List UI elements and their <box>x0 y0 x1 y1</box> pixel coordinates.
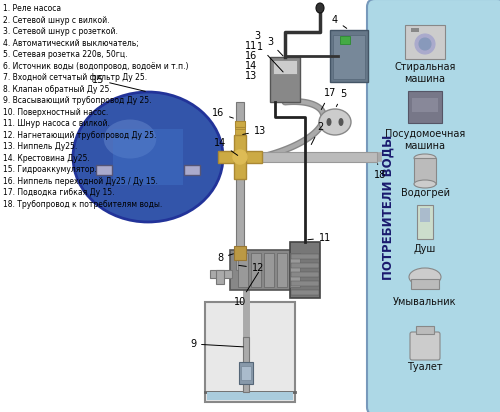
Bar <box>218 151 262 163</box>
Bar <box>414 158 436 184</box>
Bar <box>210 270 232 278</box>
Text: 4: 4 <box>332 15 346 28</box>
Text: 1: 1 <box>257 42 283 72</box>
Text: 11. Шнур насоса с вилкой.: 11. Шнур насоса с вилкой. <box>3 119 110 128</box>
Text: 16: 16 <box>212 108 234 118</box>
Bar <box>223 152 240 162</box>
Text: 4. Автоматический выключатель;: 4. Автоматический выключатель; <box>3 38 139 47</box>
Text: 14: 14 <box>214 138 238 155</box>
Bar <box>236 157 244 270</box>
Bar <box>234 135 246 179</box>
Text: Стиральная
машина: Стиральная машина <box>394 62 456 84</box>
Bar <box>330 30 368 82</box>
Bar <box>291 281 319 286</box>
Bar <box>291 254 319 259</box>
Text: 11: 11 <box>308 233 331 243</box>
Text: 3: 3 <box>254 31 260 41</box>
FancyBboxPatch shape <box>367 0 500 412</box>
Text: 2: 2 <box>311 122 323 145</box>
Text: 18. Трубопровод к потребителям воды.: 18. Трубопровод к потребителям воды. <box>3 199 162 208</box>
Bar <box>412 98 438 112</box>
Bar <box>234 246 246 260</box>
Text: 10: 10 <box>234 272 258 307</box>
Text: 17: 17 <box>322 88 336 110</box>
Bar <box>238 253 248 287</box>
Text: 1. Реле насоса: 1. Реле насоса <box>3 4 61 13</box>
Bar <box>290 253 300 287</box>
Bar <box>277 253 287 287</box>
Text: 13. Ниппель Ду25.: 13. Ниппель Ду25. <box>3 142 77 151</box>
Text: 18: 18 <box>374 164 386 180</box>
Text: 5. Сетевая розетка 220в, 50гц.: 5. Сетевая розетка 220в, 50гц. <box>3 50 128 59</box>
Text: 7. Входной сетчатый фильтр Ду 25.: 7. Входной сетчатый фильтр Ду 25. <box>3 73 147 82</box>
Text: 13: 13 <box>245 71 257 81</box>
Text: 13: 13 <box>242 126 266 136</box>
Circle shape <box>415 34 435 54</box>
Text: 16. Ниппель переходной Ду25 / Ду 15.: 16. Ниппель переходной Ду25 / Ду 15. <box>3 176 158 185</box>
Text: Туалет: Туалет <box>407 362 443 372</box>
Ellipse shape <box>319 109 351 135</box>
Text: ПОТРЕБИТЕЛИ ВОДЫ: ПОТРЕБИТЕЛИ ВОДЫ <box>382 134 394 280</box>
Bar <box>270 57 300 102</box>
Bar <box>243 337 249 392</box>
Bar <box>264 253 274 287</box>
FancyBboxPatch shape <box>410 332 440 360</box>
Bar <box>241 366 251 380</box>
Bar <box>236 102 244 135</box>
Ellipse shape <box>104 119 156 159</box>
Bar <box>420 208 430 222</box>
Bar <box>235 121 245 129</box>
Ellipse shape <box>338 118 344 126</box>
Text: 14. Крестовина Ду25.: 14. Крестовина Ду25. <box>3 154 90 162</box>
Ellipse shape <box>409 268 441 286</box>
Bar <box>411 279 439 289</box>
Bar <box>96 165 112 175</box>
Text: 6. Источник воды (водопровод, водоём и т.п.): 6. Источник воды (водопровод, водоём и т… <box>3 61 188 70</box>
Text: 8: 8 <box>217 253 234 263</box>
Bar <box>340 36 350 44</box>
Bar <box>411 28 419 32</box>
FancyBboxPatch shape <box>408 91 442 123</box>
Text: 12: 12 <box>239 263 264 273</box>
Text: 9. Всасывающий трубопровод Ду 25.: 9. Всасывающий трубопровод Ду 25. <box>3 96 152 105</box>
Text: Водогрей: Водогрей <box>400 188 450 198</box>
Bar <box>262 152 377 162</box>
Text: 10. Поверхностный насос.: 10. Поверхностный насос. <box>3 108 108 117</box>
Bar <box>291 263 319 268</box>
Circle shape <box>233 150 247 164</box>
Bar <box>230 250 315 290</box>
FancyBboxPatch shape <box>417 205 433 239</box>
Text: Умывальник: Умывальник <box>393 297 457 307</box>
Circle shape <box>419 38 431 50</box>
Bar <box>239 362 253 384</box>
Bar <box>205 302 295 402</box>
Bar <box>207 392 293 400</box>
Text: 2. Сетевой шнур с вилкой.: 2. Сетевой шнур с вилкой. <box>3 16 110 24</box>
Text: 8. Клапан обратный Ду 25.: 8. Клапан обратный Ду 25. <box>3 84 112 94</box>
Bar <box>216 270 224 284</box>
Bar <box>235 127 245 135</box>
Text: 11: 11 <box>245 41 257 51</box>
FancyBboxPatch shape <box>405 25 445 59</box>
FancyBboxPatch shape <box>113 129 183 185</box>
Bar <box>291 272 319 277</box>
Text: Душ: Душ <box>414 244 436 254</box>
Text: 15: 15 <box>92 75 146 91</box>
Text: 9: 9 <box>190 339 243 349</box>
Text: 12. Нагнетающий трубопровод Ду 25.: 12. Нагнетающий трубопровод Ду 25. <box>3 131 156 140</box>
Text: Посудомоечная
машина: Посудомоечная машина <box>385 129 465 151</box>
Ellipse shape <box>414 180 436 188</box>
Bar <box>251 253 261 287</box>
Text: 15. Гидроаккумулятор.: 15. Гидроаккумулятор. <box>3 165 97 174</box>
Text: 5: 5 <box>336 89 346 107</box>
Text: 14: 14 <box>245 61 257 71</box>
Text: 3. Сетевой шнур с розеткой.: 3. Сетевой шнур с розеткой. <box>3 27 118 36</box>
Ellipse shape <box>73 92 223 222</box>
Ellipse shape <box>316 3 324 13</box>
Text: 3: 3 <box>267 37 283 56</box>
Bar <box>291 290 319 295</box>
Bar <box>290 242 320 298</box>
Ellipse shape <box>414 154 436 162</box>
Bar <box>333 35 365 79</box>
